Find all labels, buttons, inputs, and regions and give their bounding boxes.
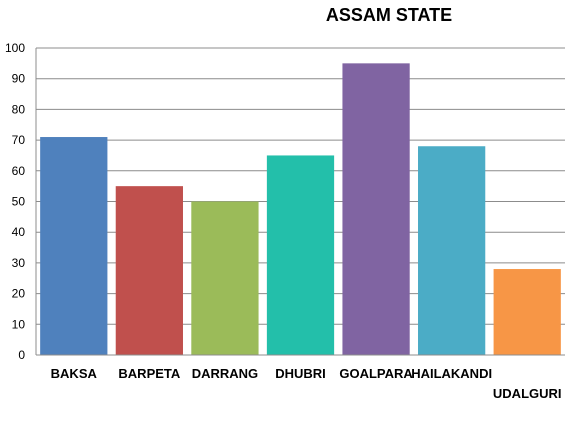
y-tick-label: 60	[12, 164, 26, 178]
bar-goalpara	[342, 63, 410, 355]
y-tick-label: 70	[12, 133, 26, 147]
x-tick-label: DARRANG	[192, 366, 258, 381]
x-axis-tick-labels: BAKSA BARPETA DARRANG DHUBRI GOALPARAHAILAKA…	[51, 366, 562, 401]
y-tick-label: 20	[12, 287, 26, 301]
bars	[40, 63, 561, 355]
bar-hailakandi	[418, 146, 486, 355]
bar-udalguri	[493, 269, 561, 355]
y-axis-tick-labels: 0 10 20 30 40 50 60 70 80 90 100	[5, 41, 25, 362]
y-tick-label: 100	[5, 41, 25, 55]
chart-title: ASSAM STATE	[326, 5, 452, 25]
x-tick-label: HAILAKANDI	[411, 366, 492, 381]
y-tick-label: 40	[12, 225, 26, 239]
axes	[35, 48, 565, 356]
x-tick-label: BAKSA	[51, 366, 98, 381]
y-tick-label: 0	[18, 348, 25, 362]
x-tick-label: DHUBRI	[275, 366, 326, 381]
bar-darrang	[191, 201, 259, 355]
y-tick-label: 10	[12, 317, 26, 331]
y-tick-label: 50	[12, 195, 26, 209]
x-tick-label: BARPETA	[118, 366, 180, 381]
bar-baksa	[40, 137, 108, 355]
y-tick-label: 30	[12, 256, 26, 270]
y-tick-label: 90	[12, 72, 26, 86]
y-tick-label: 80	[12, 102, 26, 116]
bar-dhubri	[266, 155, 335, 355]
x-tick-label: GOALPARA	[339, 366, 413, 381]
x-tick-label: UDALGURI	[493, 386, 562, 401]
bar-barpeta	[115, 186, 183, 355]
